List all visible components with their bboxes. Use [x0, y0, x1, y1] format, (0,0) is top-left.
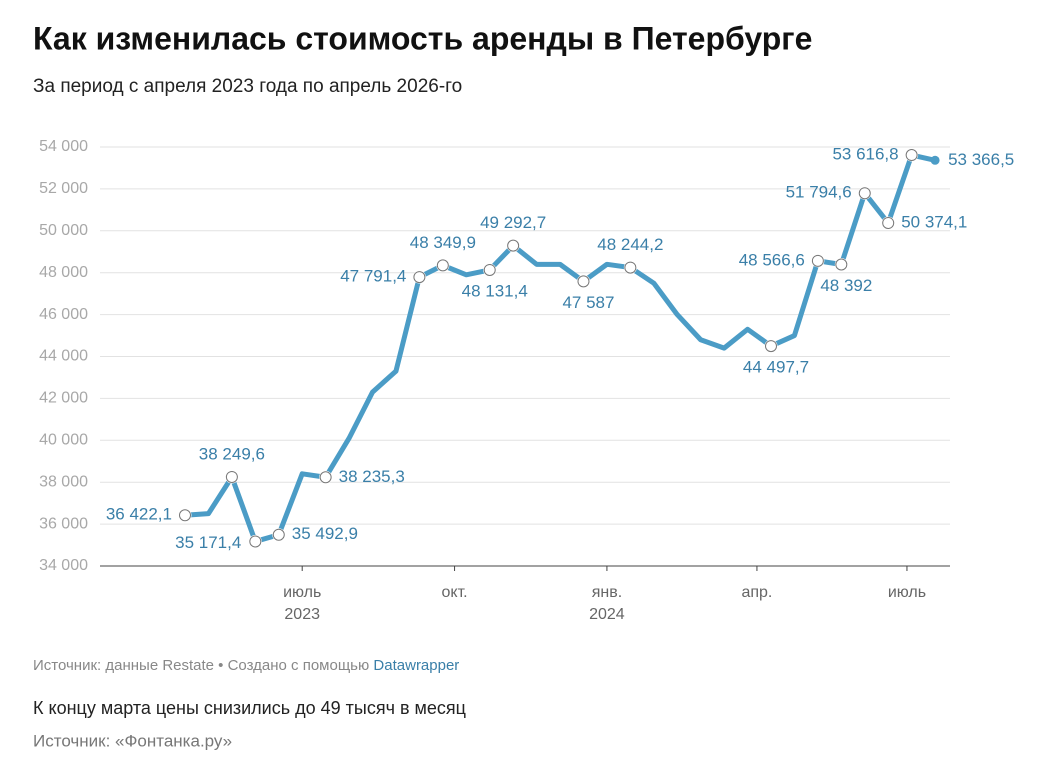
source: Источник: данные Restate • Создано с пом… [33, 657, 459, 674]
value-label: 38 235,3 [339, 467, 405, 486]
point [765, 340, 777, 353]
point [483, 263, 496, 276]
value-label: 48 566,6 [739, 250, 805, 269]
y-tick-label: 46 000 [39, 306, 88, 323]
point [577, 275, 590, 288]
value-label: 48 349,9 [410, 233, 476, 252]
value-label: 48 244,2 [597, 235, 663, 254]
point [811, 254, 824, 267]
value-label: 47 791,4 [340, 267, 406, 286]
value-label: 35 171,4 [175, 533, 241, 552]
value-label: 49 292,7 [480, 213, 546, 232]
point [225, 470, 238, 483]
value-label: 50 374,1 [901, 212, 967, 231]
value-label: 48 392 [820, 276, 872, 295]
value-label: 38 249,6 [199, 444, 265, 463]
x-tick-label: янв. [592, 584, 622, 601]
point [272, 528, 285, 541]
point [249, 535, 262, 548]
point [436, 259, 449, 272]
y-tick-label: 40 000 [39, 432, 88, 449]
value-label: 53 366,5 [948, 150, 1014, 169]
source-link[interactable]: Datawrapper [373, 657, 459, 674]
y-tick-label: 52 000 [39, 180, 88, 197]
x-tick-label: июль [283, 584, 321, 601]
y-tick-label: 44 000 [39, 348, 88, 365]
x-tick-year: 2023 [284, 606, 320, 623]
y-tick-label: 34 000 [39, 557, 88, 574]
x-tick-label: апр. [741, 584, 772, 601]
point [905, 149, 918, 162]
y-tick-label: 50 000 [39, 222, 88, 239]
value-label: 36 422,1 [106, 505, 172, 524]
point [882, 216, 895, 229]
value-label: 47 587 [562, 293, 614, 312]
chart-title: Как изменилась стоимость аренды в Петерб… [33, 20, 812, 56]
point [179, 509, 191, 522]
y-tick-label: 38 000 [39, 473, 88, 490]
y-tick-label: 54 000 [39, 138, 88, 155]
point [858, 187, 871, 200]
point [835, 258, 848, 271]
value-label: 35 492,9 [292, 524, 358, 543]
point [319, 471, 332, 484]
source-text: Источник: данные Restate • Создано с пом… [33, 657, 369, 674]
value-label: 53 616,8 [832, 145, 898, 164]
y-tick-label: 42 000 [39, 390, 88, 407]
x-tick-label: июль [888, 584, 926, 601]
value-label: 48 131,4 [462, 281, 528, 300]
y-tick-label: 36 000 [39, 515, 88, 532]
point [507, 239, 520, 252]
x-tick-label: окт. [442, 584, 468, 601]
y-tick-label: 48 000 [39, 264, 88, 281]
end-point [930, 155, 940, 165]
caption-source: Источник: «Фонтанка.ру» [33, 731, 232, 750]
value-label: 44 497,7 [743, 358, 809, 377]
value-label: 51 794,6 [786, 183, 852, 202]
chart-subtitle: За период с апреля 2023 года по апрель 2… [33, 76, 462, 97]
caption: К концу марта цены снизились до 49 тысяч… [33, 698, 466, 718]
x-tick-year: 2024 [589, 606, 625, 623]
point [413, 271, 426, 284]
line [182, 152, 938, 544]
point [624, 261, 637, 274]
